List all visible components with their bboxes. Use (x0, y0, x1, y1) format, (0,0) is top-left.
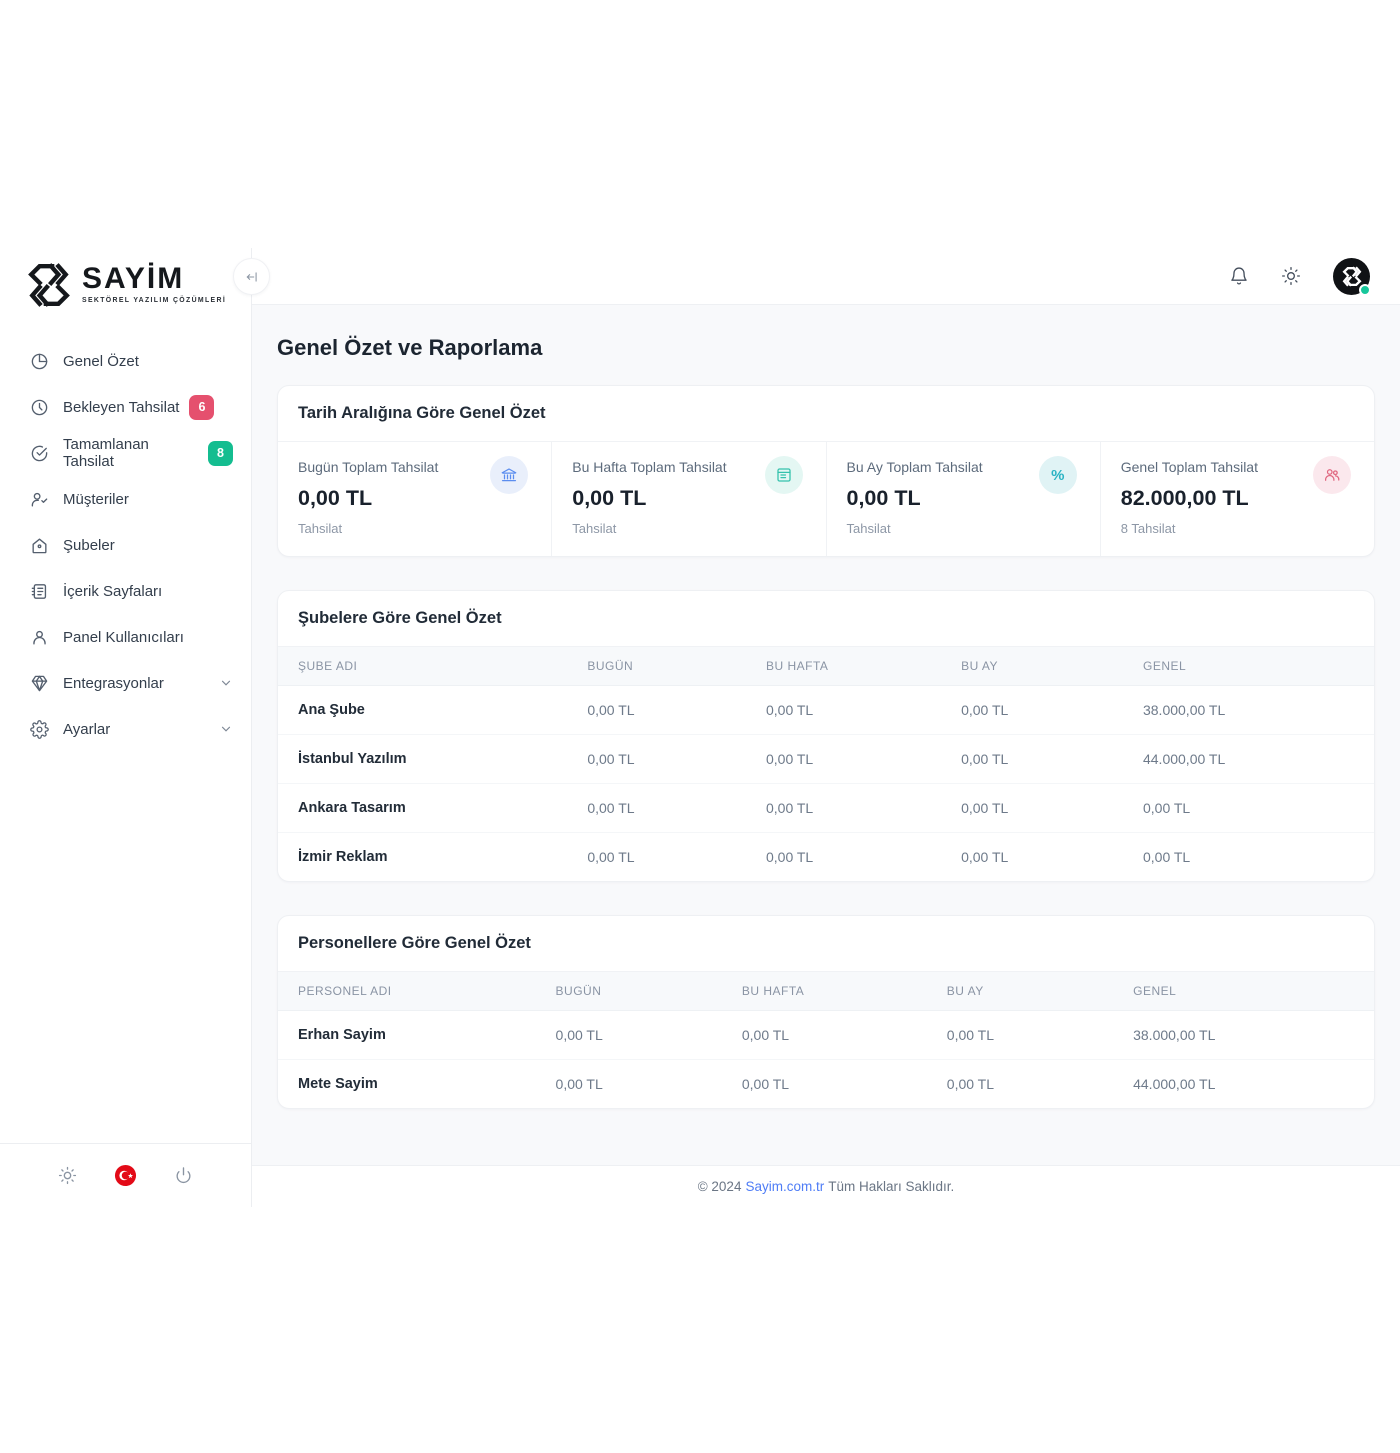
stat-today: Bugün Toplam Tahsilat 0,00 TL Tahsilat (278, 442, 551, 556)
sidebar-item-tamamlanan-tahsilat[interactable]: Tamamlanan Tahsilat 8 (0, 430, 251, 476)
stat-week: Bu Hafta Toplam Tahsilat 0,00 TL Tahsila… (551, 442, 825, 556)
branches-table: ŞUBE ADI BUGÜN BU HAFTA BU AY GENEL Ana … (278, 647, 1374, 881)
chevron-down-icon (219, 676, 233, 690)
branches-table-header-row: ŞUBE ADI BUGÜN BU HAFTA BU AY GENEL (278, 647, 1374, 686)
clock-icon (30, 398, 49, 417)
staff-table: PERSONEL ADI BUGÜN BU HAFTA BU AY GENEL … (278, 972, 1374, 1108)
sidebar-item-bekleyen-tahsilat[interactable]: Bekleyen Tahsilat 6 (0, 384, 251, 430)
pending-count-badge: 6 (189, 394, 215, 420)
user-check-icon (30, 490, 49, 509)
sidebar-item-panel-kullanicilari[interactable]: Panel Kullanıcıları (0, 614, 251, 660)
home-icon (30, 536, 49, 555)
chevron-down-icon (219, 722, 233, 736)
stat-total: Genel Toplam Tahsilat 82.000,00 TL 8 Tah… (1099, 442, 1374, 556)
table-row[interactable]: İstanbul Yazılım 0,00 TL 0,00 TL 0,00 TL… (278, 734, 1374, 784)
table-row[interactable]: Mete Sayim 0,00 TL 0,00 TL 0,00 TL 44.00… (298, 1076, 1216, 1092)
footer-link[interactable]: Sayim.com.tr (745, 1179, 825, 1194)
brand-logo-icon (26, 262, 72, 307)
online-status-dot (1359, 283, 1371, 296)
theme-sun-icon[interactable] (1281, 265, 1303, 287)
journal-icon (764, 456, 803, 494)
stats-card-title: Tarih Aralığına Göre Genel Özet (298, 404, 546, 422)
app-window: SAYİM SEKTÖREL YAZILIM ÇÖZÜMLERİ Genel Ö… (0, 248, 1400, 1207)
sidebar-item-ayarlar[interactable]: Ayarlar (0, 706, 251, 752)
power-icon[interactable] (172, 1164, 196, 1188)
sidebar-footer (0, 1143, 251, 1207)
brand-tagline: SEKTÖREL YAZILIM ÇÖZÜMLERİ (82, 297, 227, 304)
completed-count-badge: 8 (208, 440, 233, 466)
users-icon (1313, 456, 1351, 494)
user-avatar[interactable] (1333, 257, 1371, 296)
table-row[interactable]: Ana Şube 0,00 TL 0,00 TL 0,00 TL 38.000,… (278, 685, 1374, 735)
brand-logo[interactable]: SAYİM SEKTÖREL YAZILIM ÇÖZÜMLERİ (0, 248, 251, 310)
table-row[interactable]: İzmir Reklam 0,00 TL 0,00 TL 0,00 TL 0,0… (298, 849, 1191, 865)
table-row[interactable]: Erhan Sayim 0,00 TL 0,00 TL 0,00 TL 38.0… (278, 1010, 1374, 1060)
sidebar: SAYİM SEKTÖREL YAZILIM ÇÖZÜMLERİ Genel Ö… (0, 248, 252, 1207)
bank-icon (490, 456, 529, 494)
percent-icon: % (1038, 456, 1077, 494)
pie-chart-icon (30, 352, 49, 371)
page-title: Genel Özet ve Raporlama (277, 335, 543, 360)
notebook-icon (30, 582, 49, 601)
check-circle-icon (30, 444, 49, 463)
date-range-summary-card: Tarih Aralığına Göre Genel Özet Bugün To… (277, 385, 1375, 557)
topbar (252, 248, 1400, 305)
sidebar-item-genel-ozet[interactable]: Genel Özet (0, 338, 251, 384)
sidebar-item-musteriler[interactable]: Müşteriler (0, 476, 251, 522)
branches-summary-card: Şubelere Göre Genel Özet ŞUBE ADI BUGÜN … (277, 590, 1375, 882)
sidebar-nav: Genel Özet Bekleyen Tahsilat 6 Tamamlana… (0, 310, 251, 1143)
main-column: Genel Özet ve Raporlama Tarih Aralığına … (252, 248, 1400, 1207)
staff-table-title: Personellere Göre Genel Özet (298, 934, 531, 952)
content-area: Genel Özet ve Raporlama Tarih Aralığına … (252, 305, 1400, 1165)
theme-sun-button[interactable] (56, 1164, 80, 1188)
turkish-flag-icon[interactable] (114, 1164, 138, 1188)
footer-copyright: © 2024 (697, 1179, 742, 1194)
page-footer: © 2024 Sayim.com.tr Tüm Hakları Saklıdır… (252, 1165, 1400, 1207)
gem-icon (30, 674, 49, 693)
sidebar-collapse-button[interactable] (233, 258, 270, 295)
sidebar-item-icerik-sayfalari[interactable]: İçerik Sayfaları (0, 568, 251, 614)
user-icon (30, 628, 49, 647)
brand-name: SAYİM (82, 262, 185, 295)
staff-summary-card: Personellere Göre Genel Özet PERSONEL AD… (277, 915, 1375, 1109)
staff-table-header-row: PERSONEL ADI BUGÜN BU HAFTA BU AY GENEL (278, 972, 1374, 1011)
sidebar-item-subeler[interactable]: Şubeler (0, 522, 251, 568)
stat-month: Bu Ay Toplam Tahsilat 0,00 TL Tahsilat % (825, 442, 1100, 556)
sidebar-item-entegrasyonlar[interactable]: Entegrasyonlar (0, 660, 251, 706)
table-row[interactable]: Ankara Tasarım 0,00 TL 0,00 TL 0,00 TL 0… (278, 783, 1374, 833)
gear-icon (30, 719, 49, 739)
branches-table-title: Şubelere Göre Genel Özet (298, 609, 502, 627)
notifications-bell-icon[interactable] (1229, 265, 1251, 287)
footer-rights: Tüm Hakları Saklıdır. (828, 1179, 955, 1194)
